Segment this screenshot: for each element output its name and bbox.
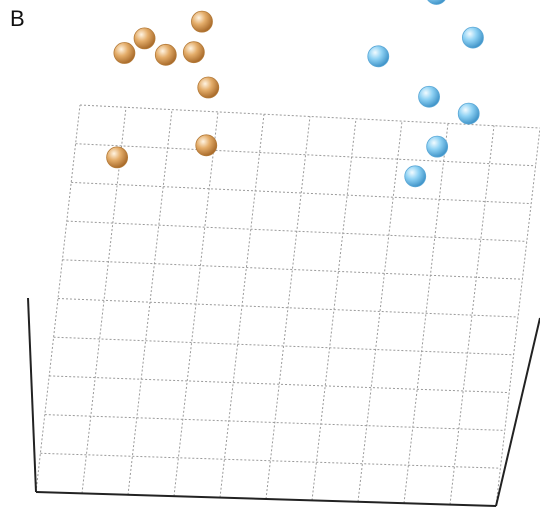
point-orange-4 [154, 43, 177, 66]
point-orange-2 [106, 146, 129, 169]
grid-line-y-4 [53, 336, 514, 356]
point-blue-2 [462, 26, 484, 49]
axes [27, 297, 540, 507]
point-blue-6 [426, 135, 449, 158]
grid-line-y-3 [49, 375, 510, 394]
point-orange-1 [113, 42, 136, 64]
point-blue-3 [367, 45, 390, 68]
floor-grid [35, 104, 540, 507]
point-blue-7 [404, 165, 427, 188]
grid-line-x-10 [495, 127, 540, 507]
data-points [106, 0, 484, 188]
point-blue-1 [427, 0, 446, 5]
point-orange-5 [191, 10, 213, 33]
point-blue-5 [457, 102, 480, 125]
grid-line-x-0 [35, 104, 81, 493]
x-axis-line [35, 491, 497, 507]
grid-line-y-6 [62, 259, 523, 280]
panel-label: B [10, 6, 25, 31]
grid-line-x-6 [311, 118, 357, 501]
grid-line-y-10 [79, 104, 540, 129]
grid-line-y-9 [75, 143, 536, 167]
grid-line-y-2 [44, 414, 505, 431]
grid-line-x-5 [265, 116, 311, 500]
right-axis-line [495, 317, 540, 507]
point-orange-7 [197, 76, 220, 99]
grid-line-x-1 [81, 107, 127, 494]
point-orange-6 [182, 41, 205, 64]
point-orange-8 [195, 134, 218, 157]
grid-line-y-5 [57, 298, 519, 318]
grid-line-y-1 [40, 452, 501, 469]
grid-line-y-7 [66, 220, 527, 242]
grid-line-x-3 [173, 111, 219, 497]
grid-line-x-9 [449, 125, 495, 505]
point-blue-4 [418, 85, 440, 108]
z-axis-line [27, 297, 37, 493]
point-orange-3 [133, 27, 156, 50]
grid-line-y-8 [71, 181, 532, 205]
grid-line-x-7 [357, 121, 403, 502]
